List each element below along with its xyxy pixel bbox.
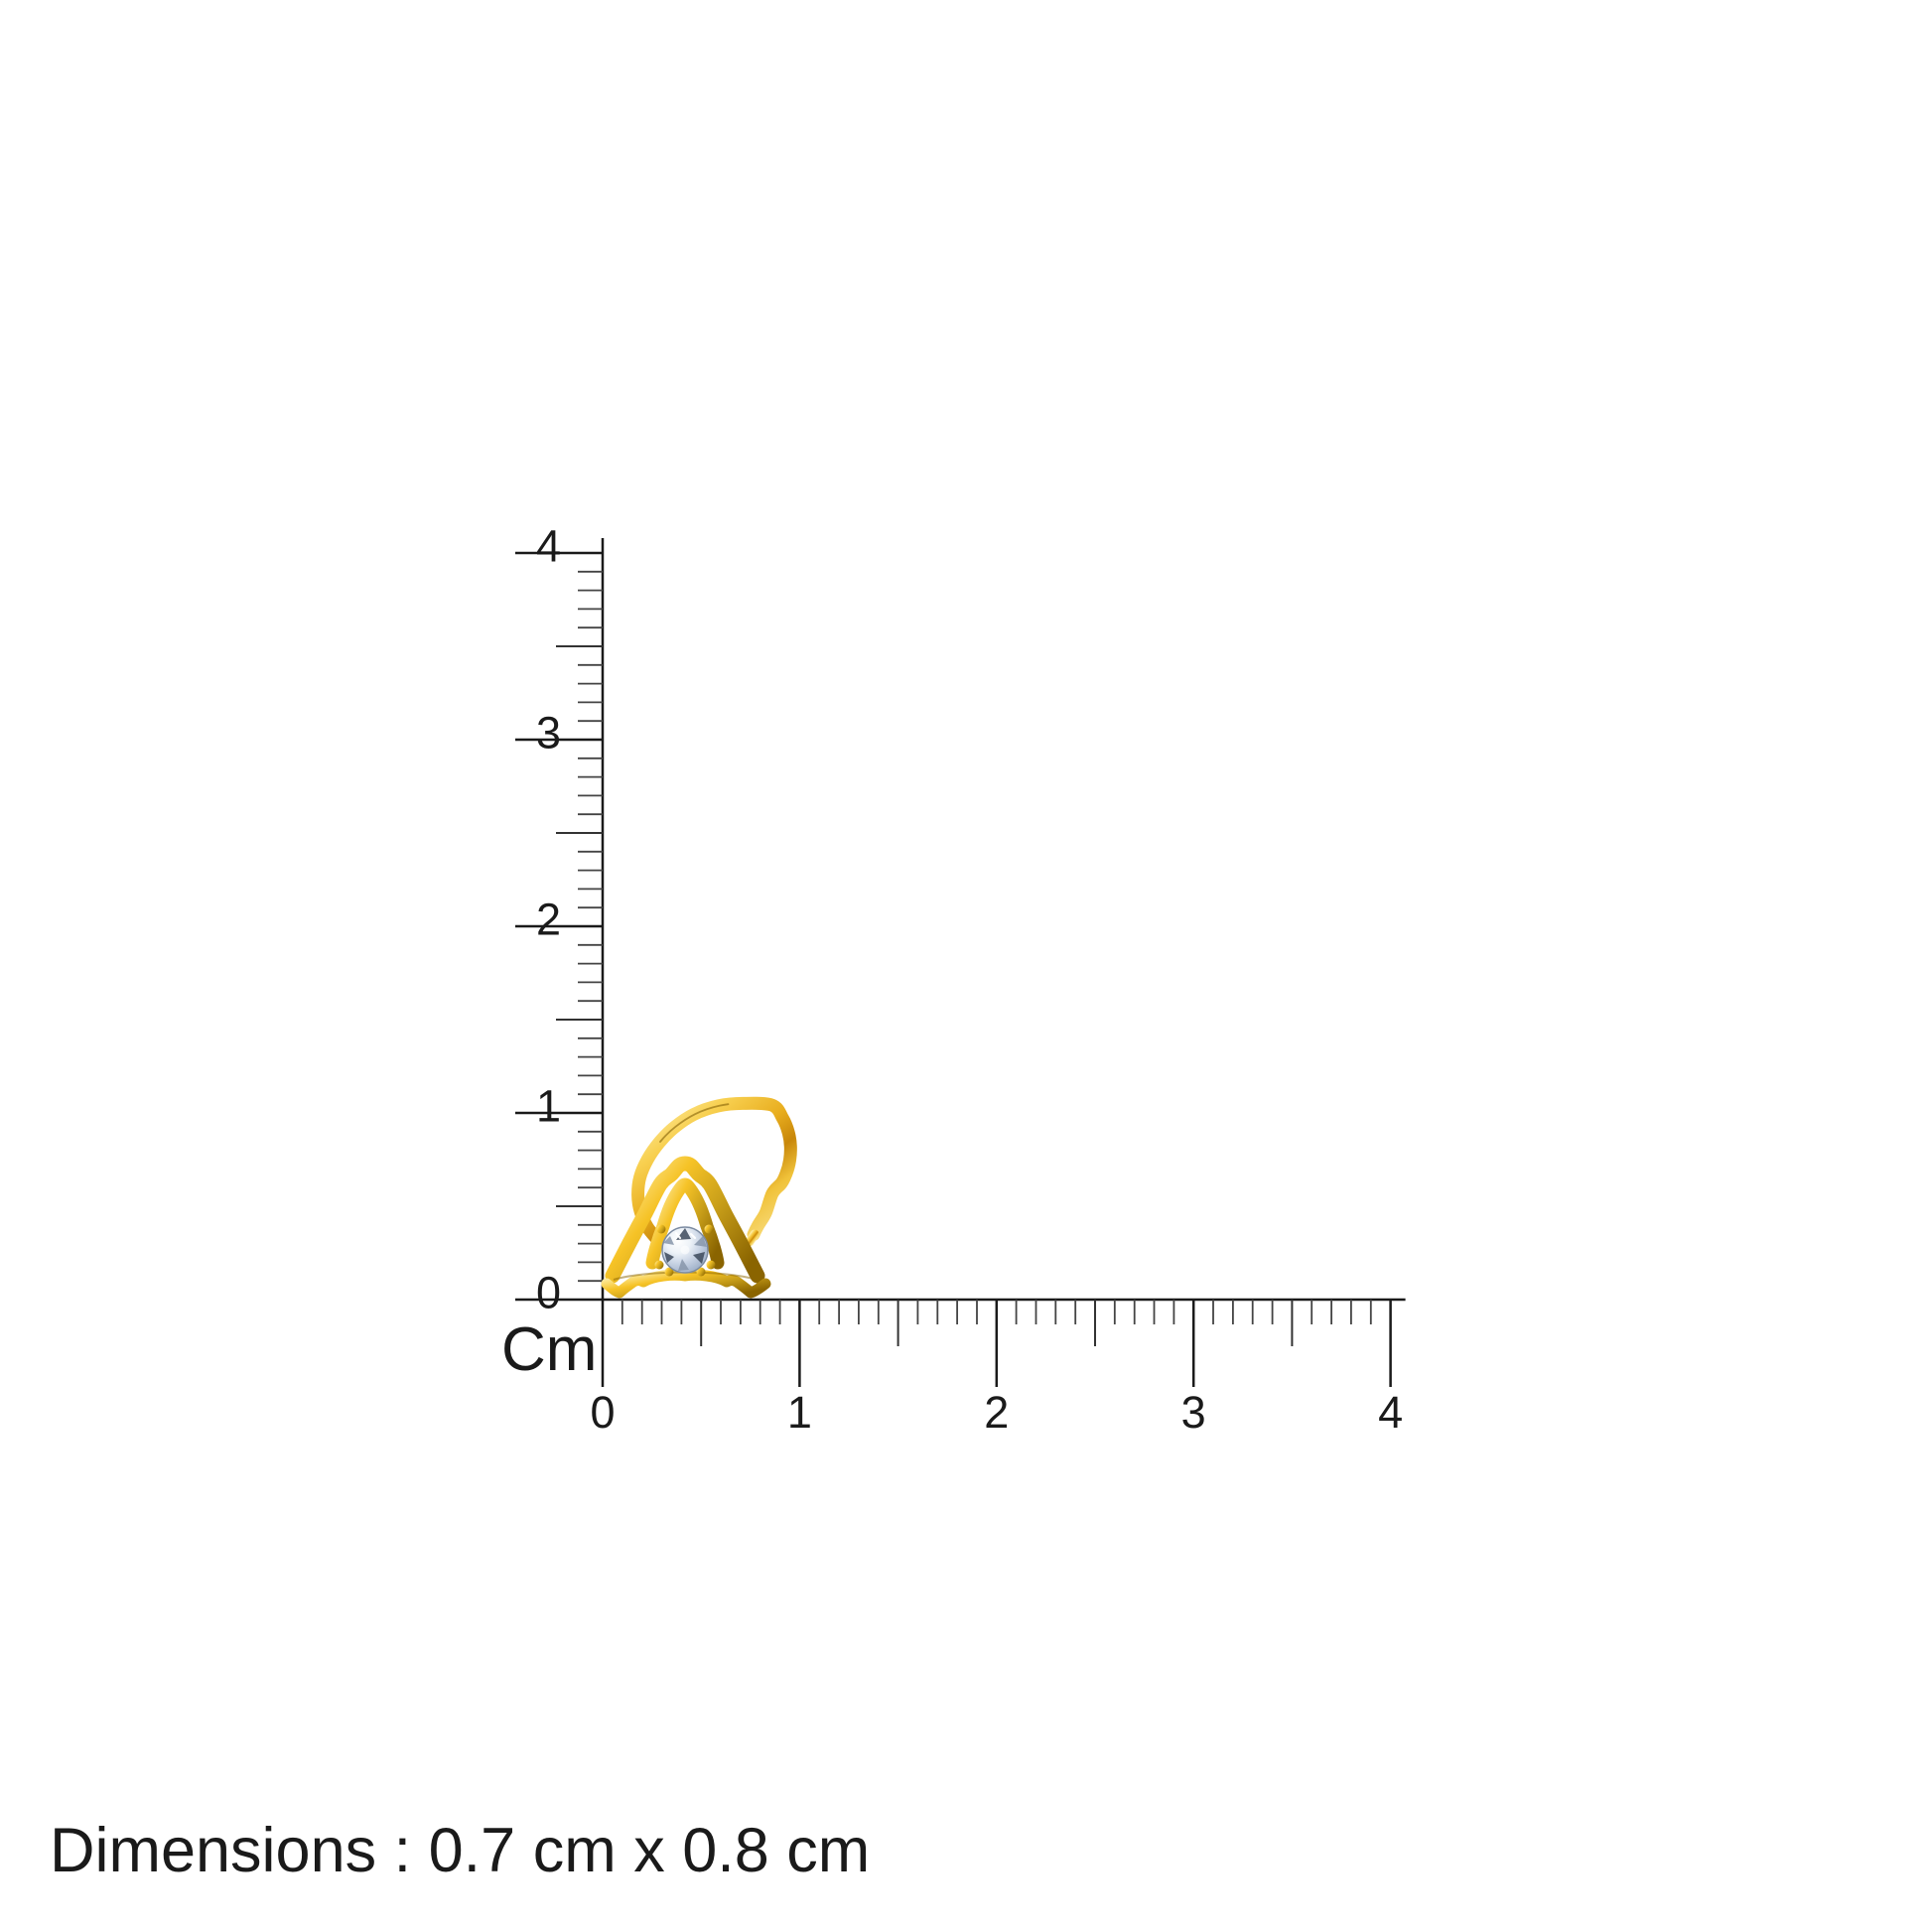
svg-text:2: 2 [984,1387,1009,1438]
svg-text:1: 1 [787,1387,812,1438]
svg-text:3: 3 [1181,1387,1206,1438]
svg-text:4: 4 [1378,1387,1403,1438]
svg-text:2: 2 [536,894,561,944]
svg-text:Cm: Cm [501,1315,597,1384]
svg-text:3: 3 [536,707,561,758]
svg-text:4: 4 [536,520,561,571]
svg-text:0: 0 [536,1267,561,1317]
svg-text:0: 0 [590,1387,615,1438]
svg-text:1: 1 [536,1080,561,1131]
